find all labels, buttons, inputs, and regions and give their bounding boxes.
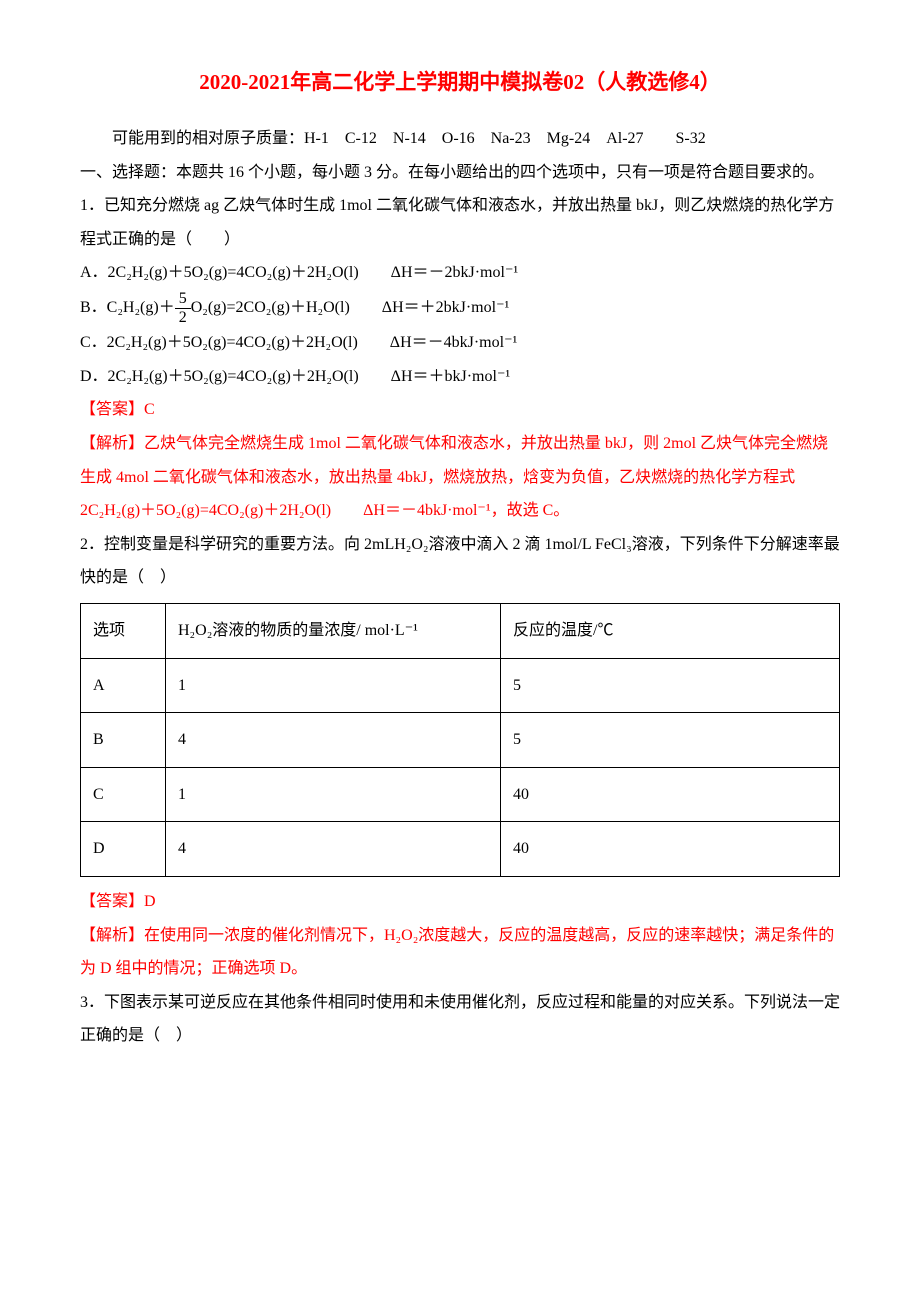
table-header-row: 选项 H₂O₂溶液的物质的量浓度/ mol·L⁻¹ 反应的温度/℃ xyxy=(81,604,840,659)
table-cell: B xyxy=(81,713,166,768)
fraction-icon: 52 xyxy=(175,290,191,326)
table-cell: D xyxy=(81,822,166,877)
q2-answer: 【答案】D xyxy=(80,885,840,919)
table-header: 反应的温度/℃ xyxy=(501,604,840,659)
q2-stem: 2．控制变量是科学研究的重要方法。向 2mLH₂O₂溶液中滴入 2 滴 1mol… xyxy=(80,528,840,595)
table-row: A 1 5 xyxy=(81,658,840,713)
table-header: H₂O₂溶液的物质的量浓度/ mol·L⁻¹ xyxy=(166,604,501,659)
q1-option-c: C．2C₂H₂(g)＋5O₂(g)=4CO₂(g)＋2H₂O(l) ΔH＝－4b… xyxy=(80,326,840,360)
table-cell: 40 xyxy=(501,822,840,877)
q3-stem: 3．下图表示某可逆反应在其他条件相同时使用和未使用催化剂，反应过程和能量的对应关… xyxy=(80,986,840,1053)
q1-stem: 1．已知充分燃烧 ag 乙炔气体时生成 1mol 二氧化碳气体和液态水，并放出热… xyxy=(80,189,840,256)
q1-answer: 【答案】C xyxy=(80,393,840,427)
q1-option-d: D．2C₂H₂(g)＋5O₂(g)=4CO₂(g)＋2H₂O(l) ΔH＝＋bk… xyxy=(80,360,840,394)
table-cell: 4 xyxy=(166,713,501,768)
table-header: 选项 xyxy=(81,604,166,659)
table-row: B 4 5 xyxy=(81,713,840,768)
q1-option-b: B．C₂H₂(g)＋52O₂(g)=2CO₂(g)＋H₂O(l) ΔH＝＋2bk… xyxy=(80,290,840,326)
q2-analysis: 【解析】在使用同一浓度的催化剂情况下，H₂O₂浓度越大，反应的温度越高，反应的速… xyxy=(80,919,840,986)
table-cell: A xyxy=(81,658,166,713)
table-cell: 1 xyxy=(166,767,501,822)
table-cell: 5 xyxy=(501,658,840,713)
section-heading: 一、选择题：本题共 16 个小题，每小题 3 分。在每小题给出的四个选项中，只有… xyxy=(80,156,840,190)
table-cell: C xyxy=(81,767,166,822)
atomic-masses: 可能用到的相对原子质量：H-1 C-12 N-14 O-16 Na-23 Mg-… xyxy=(80,122,840,156)
q2-table: 选项 H₂O₂溶液的物质的量浓度/ mol·L⁻¹ 反应的温度/℃ A 1 5 … xyxy=(80,603,840,877)
table-row: C 1 40 xyxy=(81,767,840,822)
q1-option-a: A．2C₂H₂(g)＋5O₂(g)=4CO₂(g)＋2H₂O(l) ΔH＝－2b… xyxy=(80,256,840,290)
table-cell: 5 xyxy=(501,713,840,768)
table-cell: 4 xyxy=(166,822,501,877)
table-cell: 40 xyxy=(501,767,840,822)
q1-optb-prefix: B．C₂H₂(g)＋ xyxy=(80,299,175,316)
page-title: 2020-2021年高二化学上学期期中模拟卷02（人教选修4） xyxy=(80,60,840,104)
q1-analysis: 【解析】乙炔气体完全燃烧生成 1mol 二氧化碳气体和液态水，并放出热量 bkJ… xyxy=(80,427,840,528)
table-cell: 1 xyxy=(166,658,501,713)
table-row: D 4 40 xyxy=(81,822,840,877)
q1-optb-suffix: O₂(g)=2CO₂(g)＋H₂O(l) ΔH＝＋2bkJ·mol⁻¹ xyxy=(191,299,510,316)
